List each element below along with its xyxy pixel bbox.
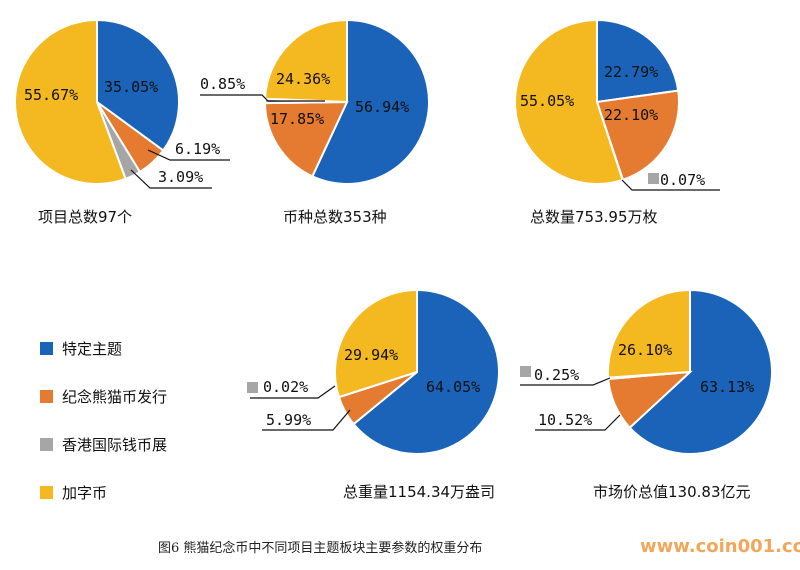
- legend-swatch: [40, 390, 53, 403]
- slice-panda-issue: [263, 100, 349, 178]
- legend-label: 香港国际钱币展: [62, 436, 167, 454]
- legend-item-hk-coin-show: 香港国际钱币展: [40, 436, 167, 454]
- slice-special-theme: [596, 18, 680, 104]
- pie-charts: 35.05% 6.19% 3.09% 55.67% 项目总数97个 56.94% 17.85…: [14, 18, 773, 501]
- slice-panda-issue: [595, 89, 680, 182]
- legend-label: 加字币: [62, 484, 107, 502]
- slice-label-overprint: 29.94%: [344, 346, 398, 364]
- slice-label-panda-issue: 22.10%: [604, 106, 658, 124]
- slice-special-theme: [311, 18, 430, 185]
- slice-label-hk-coin-show: 0.02%: [263, 378, 308, 396]
- legend-swatch: [40, 342, 53, 355]
- slice-label-overprint: 24.36%: [276, 70, 330, 88]
- slice-label-special-theme: 64.05%: [426, 378, 480, 396]
- pie-chart-1: 35.05% 6.19% 3.09% 55.67% 项目总数97个: [14, 18, 230, 226]
- slice-label-hk-coin-show: 3.09%: [158, 168, 203, 186]
- pie-title: 市场价总值130.83亿元: [593, 483, 751, 501]
- slice-label-panda-issue: 6.19%: [175, 140, 220, 158]
- leader-line: [621, 179, 720, 191]
- leader-line: [535, 414, 621, 431]
- legend-item-overprint: 加字币: [40, 484, 107, 502]
- pie-title: 币种总数353种: [283, 208, 387, 226]
- slice-label-overprint: 55.67%: [24, 86, 78, 104]
- legend-swatch: [40, 486, 53, 499]
- pie-title: 总重量1154.34万盎司: [343, 483, 495, 501]
- legend-label: 特定主题: [62, 340, 122, 358]
- leader-line: [130, 169, 212, 189]
- slice-special-theme: [628, 288, 773, 455]
- gray-marker: [648, 173, 659, 184]
- pie-chart-2: 56.94% 17.85% 0.85% 24.36% 币种总数353种: [200, 18, 430, 226]
- slice-label-panda-issue: 5.99%: [266, 411, 311, 429]
- leader-line: [262, 409, 351, 431]
- slice-label-hk-coin-show: 0.07%: [660, 171, 705, 189]
- leader-line: [520, 377, 611, 386]
- pie-chart-5: 63.13% 10.52% 0.25% 26.10% 市场价总值130.83亿元: [520, 288, 773, 501]
- leader-line: [147, 149, 230, 161]
- pie-chart-4: 64.05% 5.99% 0.02% 29.94% 总重量1154.34万盎司: [247, 288, 500, 501]
- slice-label-special-theme: 35.05%: [104, 78, 158, 96]
- legend-label: 纪念熊猫币发行: [62, 388, 167, 406]
- pie-title: 总数量753.95万枚: [530, 208, 658, 226]
- legend-item-special-theme: 特定主题: [40, 340, 122, 358]
- watermark: www.coin001.com: [640, 536, 800, 557]
- slice-label-overprint: 26.10%: [618, 341, 672, 359]
- slice-label-hk-coin-show: 0.25%: [534, 366, 579, 384]
- slice-overprint: [334, 288, 418, 399]
- slice-overprint: [14, 18, 127, 185]
- leader-line: [250, 385, 336, 399]
- legend-swatch: [40, 438, 53, 451]
- slice-label-hk-coin-show: 0.85%: [200, 75, 245, 93]
- gray-marker: [247, 382, 258, 393]
- figure-caption: 图6 熊猫纪念币中不同项目主题板块主要参数的权重分布: [158, 540, 482, 556]
- pie-title: 项目总数97个: [38, 208, 132, 226]
- slice-label-special-theme: 56.94%: [355, 98, 409, 116]
- slice-special-theme: [352, 288, 500, 455]
- slice-label-special-theme: 22.79%: [604, 63, 658, 81]
- slice-overprint: [264, 18, 348, 104]
- slice-overprint: [514, 18, 624, 185]
- slice-label-panda-issue: 10.52%: [538, 411, 592, 429]
- pie-chart-3: 22.79% 22.10% 0.07% 55.05% 总数量753.95万枚: [514, 18, 720, 226]
- legend-item-panda-issue: 纪念熊猫币发行: [40, 388, 167, 406]
- slice-special-theme: [96, 18, 180, 152]
- gray-marker: [520, 366, 531, 377]
- slice-label-overprint: 55.05%: [520, 92, 574, 110]
- slice-label-special-theme: 63.13%: [700, 378, 754, 396]
- slice-label-panda-issue: 17.85%: [270, 110, 324, 128]
- leader-line: [200, 94, 325, 102]
- slice-overprint: [607, 288, 691, 379]
